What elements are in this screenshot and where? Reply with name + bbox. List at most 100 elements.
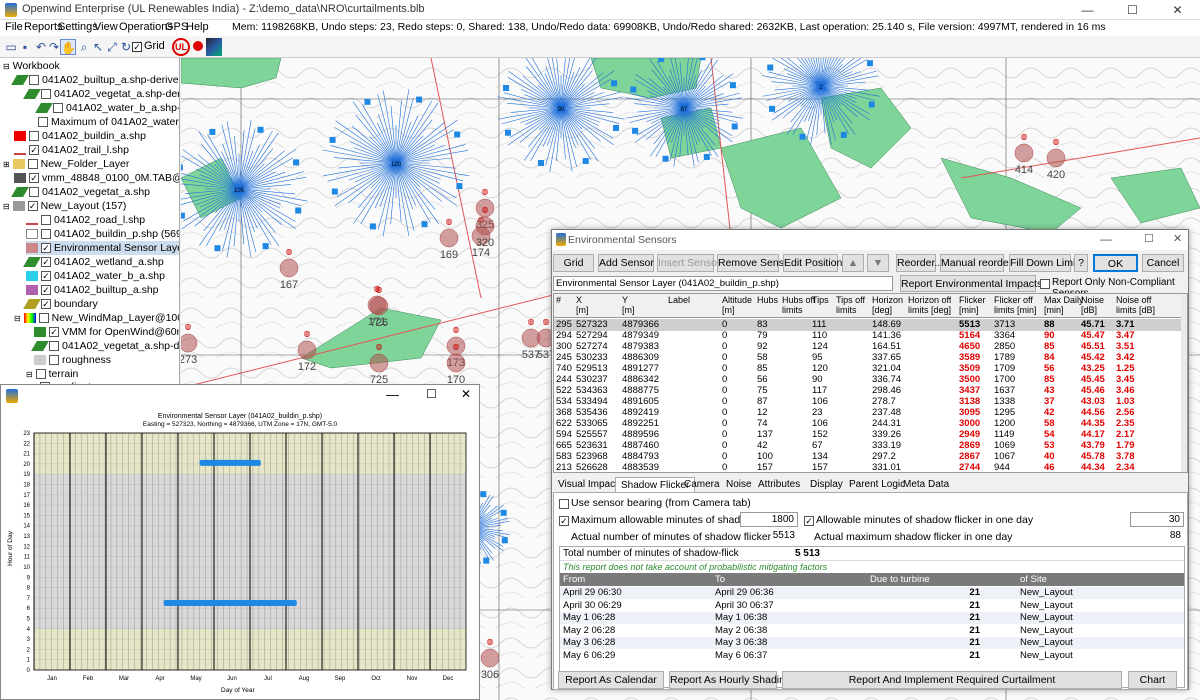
use-bearing-checkbox[interactable] (559, 499, 569, 509)
tree-item[interactable]: 041A02_vegetat_a.shp-derived (31, 339, 179, 353)
rotate-icon[interactable]: ↻ (120, 40, 132, 54)
menu-operations[interactable]: Operations (119, 21, 173, 33)
column-header[interactable]: Tips off limits (836, 295, 866, 315)
sensor-row[interactable]: 740 529513 4891277 0 85 120 321.04 3509 1709 56 43… (554, 363, 1181, 375)
report-row[interactable]: May 2 06:28 May 2 06:38 21 New_Layout (560, 625, 1184, 637)
menu-help[interactable]: Help (186, 21, 209, 33)
sensor-marker[interactable]: ◍ 170 (446, 342, 466, 386)
column-header[interactable]: Y [m] (622, 295, 635, 315)
report-calendar-button[interactable]: Report As Calendar (558, 671, 664, 689)
column-header[interactable]: # (556, 295, 562, 305)
cancel-button[interactable]: Cancel (1142, 254, 1184, 272)
tab-meta-data[interactable]: Meta Data (903, 479, 950, 490)
max-allowable-input[interactable]: 1800 (740, 512, 798, 527)
sensor-marker[interactable]: ◍ 537 (536, 317, 556, 361)
column-header[interactable]: Tips (812, 295, 829, 305)
tree-item[interactable]: ✓ VMM for OpenWind@60m (34, 325, 179, 339)
sensor-row[interactable]: 594 525557 4889596 0 137 152 339.26 2949 1149 54 4… (554, 429, 1181, 441)
sensor-row[interactable]: 244 530237 4886342 0 56 90 336.74 3500 1700 85 45.… (554, 374, 1181, 386)
sensor-row[interactable]: 294 527294 4879349 0 79 110 141.36 5164 3364 90 45… (554, 330, 1181, 342)
wind-rose[interactable]: 87 (625, 58, 743, 167)
pan-icon[interactable]: ✋ (60, 39, 76, 55)
sensor-marker[interactable]: ◍ 414 (1014, 132, 1034, 176)
add-sensor-button[interactable]: Add Sensor (598, 254, 654, 272)
layer-checkbox[interactable]: ✓ (49, 327, 59, 338)
tab-camera[interactable]: Camera (684, 479, 720, 490)
undo-icon[interactable]: ↶ (35, 40, 47, 54)
tree-item[interactable]: 041A02_water_b_a.shp-derived (35, 101, 179, 115)
layer-checkbox[interactable]: ✓ (27, 201, 38, 212)
tree-item[interactable]: ✓ 041A02_wetland_a.shp (23, 255, 164, 269)
layer-checkbox[interactable]: ✓ (29, 173, 39, 184)
tab-attributes[interactable]: Attributes (758, 479, 801, 490)
layer-checkbox[interactable] (49, 355, 59, 366)
tree-item[interactable]: ✓vmm_48848_0100_0M.TAB@100m (14, 171, 179, 185)
sensor-marker[interactable]: ◍ 420 (1046, 137, 1066, 181)
move-up-button[interactable]: ▲ (842, 254, 864, 272)
sensor-row[interactable]: 368 535436 4892419 0 12 23 237.48 3095 1295 42 44.… (554, 407, 1181, 419)
close-button[interactable]: ✕ (1172, 3, 1183, 17)
column-header[interactable]: Hubs off limits (782, 295, 816, 315)
sensor-row[interactable]: 534 533494 4891605 0 87 106 278.7 3138 1338 37 43.… (554, 396, 1181, 408)
column-header[interactable]: Flicker off limits [min] (994, 295, 1037, 315)
column-header[interactable]: Horizon [deg] (872, 295, 904, 315)
menu-gps[interactable]: GPS (165, 21, 189, 33)
layer-checkbox[interactable] (49, 341, 59, 352)
report-row[interactable]: May 1 06:28 May 1 06:38 21 New_Layout (560, 612, 1184, 624)
tree-item[interactable]: 041A02_vegetat_a.shp-derived (23, 87, 179, 101)
tree-item-workbook[interactable]: ⊟ Workbook (3, 60, 60, 72)
sensor-marker[interactable]: ◍ 167 (279, 247, 299, 291)
layer-checkbox[interactable]: ✓ (41, 243, 51, 254)
sensor-marker[interactable]: ◍ 306 (480, 637, 500, 681)
column-header[interactable]: Flicker [min] (959, 295, 986, 315)
tree-item-selected[interactable]: ✓Environmental Sensor Layer (041A0 (26, 241, 179, 255)
report-row[interactable]: April 29 06:30 April 29 06:36 21 New_Layout (560, 587, 1184, 599)
report-row[interactable]: May 6 06:29 May 6 06:37 21 New_Layout (560, 650, 1184, 662)
tab-visual-impact[interactable]: Visual Impact (558, 479, 618, 490)
tree-item[interactable]: ✓ 041A02_water_b_a.shp (26, 269, 165, 283)
sensor-row[interactable]: 522 534363 4888775 0 75 117 298.46 3437 1637 43 45… (554, 385, 1181, 397)
close-button[interactable]: ✕ (1173, 233, 1183, 245)
remove-sensor-button[interactable]: Remove Sensor (717, 254, 793, 272)
allow-day-checkbox[interactable]: ✓ (804, 516, 814, 526)
sensor-row[interactable]: 300 527274 4879383 0 92 124 164.51 4650 2850 85 45… (554, 341, 1181, 353)
report-curtailment-button[interactable]: Report And Implement Required Curtailmen… (782, 671, 1122, 689)
menu-settings[interactable]: Settings (58, 21, 98, 33)
sensor-row[interactable]: 622 533065 4892251 0 74 106 244.31 3000 1200 58 44… (554, 418, 1181, 430)
tree-item[interactable]: ✓ 041A02_builtup_a.shp (26, 283, 159, 297)
table-scrollbar[interactable] (1181, 294, 1187, 472)
layer-checkbox[interactable] (29, 187, 39, 198)
sensor-row[interactable]: 295 527323 4879366 0 83 111 148.69 5513 3713 88 45… (554, 319, 1181, 331)
wind-rose[interactable]: 90 (497, 58, 625, 172)
noncompliant-checkbox[interactable] (1040, 279, 1050, 289)
maximize-button[interactable]: ☐ (426, 387, 437, 401)
maximize-button[interactable]: ☐ (1144, 233, 1154, 245)
tree-item[interactable]: 041A02_builtup_a.shp-derived (11, 73, 179, 87)
allow-day-input[interactable]: 30 (1130, 512, 1184, 527)
report-hourly-button[interactable]: Report As Hourly Shading (669, 671, 791, 689)
layer-thumbnail-icon[interactable] (206, 38, 222, 56)
insert-sensor-button[interactable]: Insert Sensor (657, 254, 720, 272)
max-allowable-checkbox[interactable]: ✓ (559, 516, 569, 526)
tab-noise[interactable]: Noise (726, 479, 752, 490)
help-button[interactable]: ? (1074, 254, 1088, 272)
layer-checkbox[interactable] (38, 313, 49, 324)
close-button[interactable]: ✕ (461, 387, 472, 401)
layer-checkbox[interactable] (38, 117, 48, 128)
column-header[interactable]: Altitude [m] (722, 295, 753, 315)
tree-item[interactable]: 041A02_buildin_a.shp (14, 129, 146, 143)
sensor-row[interactable]: 583 523968 4884793 0 100 134 297.2 2867 1067 40 45… (554, 451, 1181, 463)
select-icon[interactable]: ↖ (92, 40, 104, 54)
menu-view[interactable]: View (94, 21, 118, 33)
column-header[interactable]: Hubs (757, 295, 779, 305)
report-row[interactable]: April 30 06:29 April 30 06:37 21 New_Layout (560, 600, 1184, 612)
column-header[interactable]: Noise [dB] (1081, 295, 1105, 315)
layer-checkbox[interactable] (29, 75, 39, 86)
column-header[interactable]: Horizon off limits [deg] (908, 295, 952, 315)
sensor-row[interactable]: 665 523631 4887460 0 42 67 333.19 2869 1069 53 43.… (554, 440, 1181, 452)
minimize-button[interactable]: — (1100, 232, 1112, 246)
layer-checkbox[interactable]: ✓ (41, 299, 51, 310)
wind-rose[interactable]: 120 (322, 89, 470, 237)
maximize-button[interactable]: ☐ (1127, 3, 1138, 17)
layer-checkbox[interactable] (41, 215, 51, 226)
